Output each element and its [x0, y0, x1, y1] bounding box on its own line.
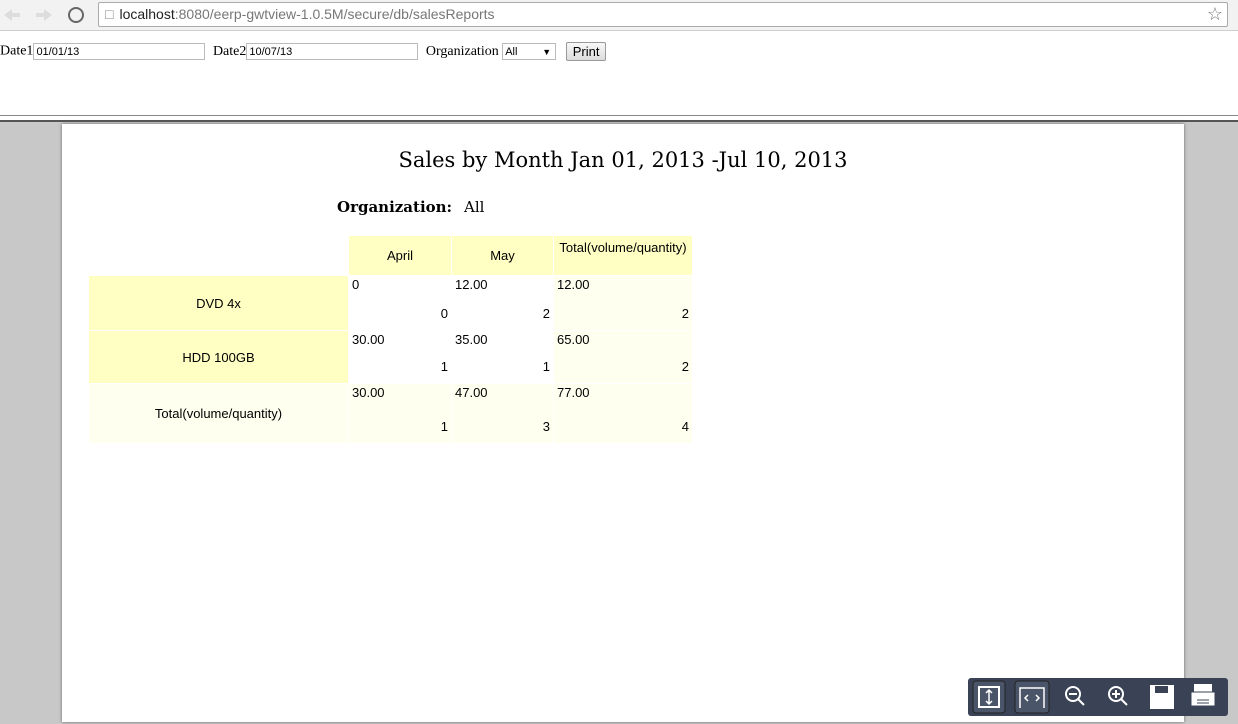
data-cell: 12.00 2 — [554, 276, 693, 331]
browser-toolbar: □ localhost:8080/eerp-gwtview-1.0.5M/secu… — [0, 0, 1238, 31]
data-cell: 47.00 3 — [452, 384, 554, 444]
quantity: 4 — [681, 419, 689, 434]
quantity: 1 — [440, 419, 448, 434]
url-path: :8080/eerp-gwtview-1.0.5M/secure/db/sale… — [174, 6, 495, 22]
quantity: 1 — [542, 359, 550, 374]
address-bar[interactable]: □ localhost:8080/eerp-gwtview-1.0.5M/secu… — [98, 2, 1228, 27]
viewer-tools — [968, 678, 1228, 716]
date2-label: Date2 — [212, 43, 247, 59]
zoom-out-button[interactable] — [1065, 686, 1085, 706]
separator — [0, 115, 1238, 116]
quantity: 3 — [542, 419, 550, 434]
row-header: DVD 4x — [89, 276, 349, 331]
quantity: 1 — [440, 359, 448, 374]
quantity: 0 — [440, 306, 448, 321]
row-header: HDD 100GB — [89, 331, 349, 384]
nav-buttons — [4, 7, 84, 23]
reload-button[interactable] — [68, 7, 84, 23]
organization-caption: Organization: — [337, 198, 453, 216]
back-button[interactable] — [4, 9, 20, 21]
date2-input[interactable]: 10/07/13 — [246, 43, 419, 60]
report-page: Sales by Month Jan 01, 2013 -Jul 10, 201… — [62, 124, 1184, 722]
forward-button[interactable] — [36, 9, 52, 21]
quantity: 2 — [681, 359, 689, 374]
date1-label: Date1 — [0, 43, 34, 59]
volume: 12.00 — [557, 277, 590, 292]
volume: 65.00 — [557, 332, 590, 347]
organization-label: Organization — [425, 43, 499, 59]
data-cell: 12.00 2 — [452, 276, 554, 331]
bookmark-star[interactable]: ☆ — [1206, 4, 1223, 24]
row-header: Total(volume/quantity) — [89, 384, 349, 444]
organization-value: All — [505, 46, 518, 58]
data-cell: 77.00 4 — [554, 384, 693, 444]
column-header: May — [452, 236, 554, 276]
data-cell: 65.00 2 — [554, 331, 693, 384]
data-cell: 30.00 1 — [349, 331, 452, 384]
organization-select[interactable]: All ▼ — [502, 43, 557, 60]
volume: 47.00 — [455, 385, 488, 400]
fit-page-button[interactable] — [972, 680, 1006, 714]
print-button[interactable]: Print — [565, 42, 607, 61]
volume: 12.00 — [455, 277, 488, 292]
data-cell: 35.00 1 — [452, 331, 554, 384]
print-tool-button[interactable] — [1190, 684, 1216, 707]
volume: 35.00 — [455, 332, 488, 347]
report-title: Sales by Month Jan 01, 2013 -Jul 10, 201… — [398, 148, 848, 172]
volume: 77.00 — [557, 385, 590, 400]
volume: 30.00 — [352, 332, 385, 347]
data-cell: 30.00 1 — [349, 384, 452, 444]
volume: 30.00 — [352, 385, 385, 400]
url-host: localhost — [119, 6, 175, 22]
date1-input[interactable]: 01/01/13 — [33, 43, 206, 60]
volume: 0 — [352, 277, 360, 292]
tool-icons — [972, 680, 1216, 714]
organization-name: All — [464, 198, 485, 216]
report-form: Date1 01/01/13 Date2 10/07/13 Organization… — [0, 42, 607, 61]
fit-width-button[interactable] — [1014, 680, 1050, 714]
quantity: 2 — [542, 306, 550, 321]
column-header: April — [349, 236, 452, 276]
column-header: Total(volume/quantity) — [554, 236, 693, 276]
zoom-in-button[interactable] — [1108, 686, 1128, 706]
quantity: 2 — [681, 306, 689, 321]
save-button[interactable] — [1150, 685, 1174, 709]
